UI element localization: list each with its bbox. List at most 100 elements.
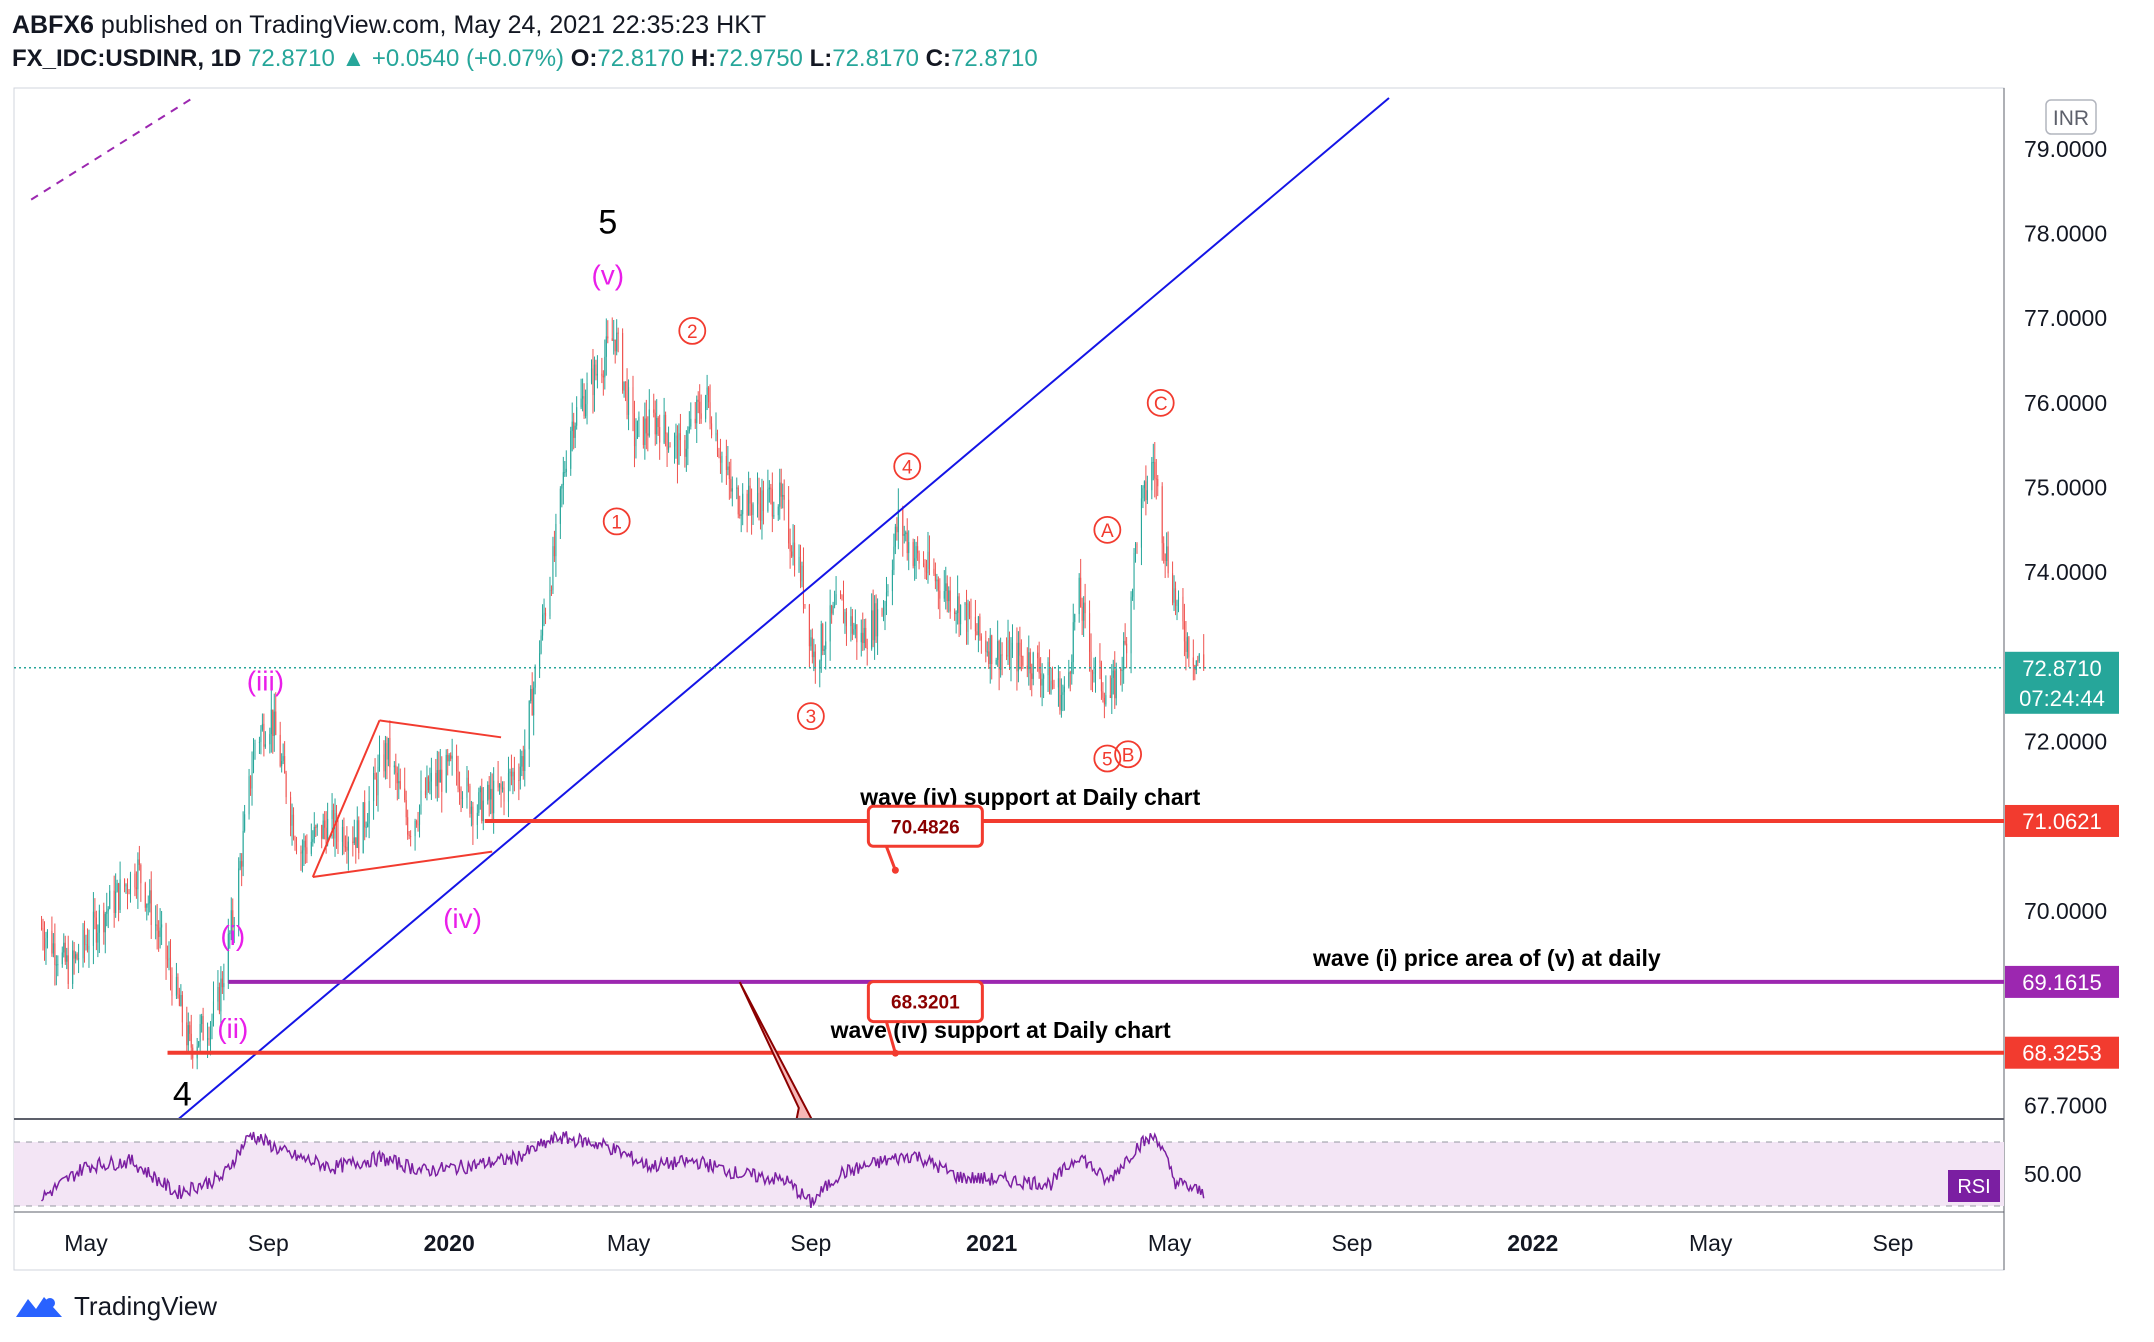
candle-body bbox=[304, 840, 306, 848]
time-tick-label: Sep bbox=[1331, 1230, 1372, 1256]
ohlc-line: FX_IDC:USDINR, 1D 72.8710 ▲ +0.0540 (+0.… bbox=[12, 42, 1038, 76]
wave-label-c: C bbox=[1154, 394, 1168, 415]
tradingview-logo-icon[interactable] bbox=[14, 1291, 64, 1321]
candle-body bbox=[865, 627, 867, 648]
candle-body bbox=[633, 413, 636, 447]
candle-body bbox=[322, 820, 324, 839]
candle-body bbox=[85, 944, 87, 946]
price-tick-label: 76.0000 bbox=[2024, 390, 2107, 416]
candle-body bbox=[811, 637, 813, 658]
candle-body bbox=[324, 820, 326, 828]
candle-body bbox=[740, 514, 742, 516]
symbol-label[interactable]: FX_IDC:USDINR, 1D bbox=[12, 45, 242, 72]
candle-body bbox=[705, 395, 707, 419]
candle-body bbox=[1100, 662, 1102, 692]
candle-body bbox=[40, 927, 43, 929]
candle-body bbox=[583, 396, 585, 416]
triangle-lower-line bbox=[312, 850, 493, 879]
candle-body bbox=[759, 503, 762, 521]
candle-body bbox=[1006, 654, 1008, 657]
candle-body bbox=[470, 806, 472, 814]
candle-body bbox=[378, 754, 381, 767]
candle-body bbox=[261, 723, 263, 730]
wave-minor-label: (iii) bbox=[247, 666, 284, 697]
candle-body bbox=[362, 802, 364, 854]
candle-body bbox=[586, 382, 588, 405]
time-tick-label: Sep bbox=[248, 1230, 289, 1256]
candle-body bbox=[727, 466, 729, 470]
candle-body bbox=[155, 924, 157, 926]
candle-body bbox=[1188, 637, 1190, 658]
candle-body bbox=[333, 810, 335, 839]
candle-body bbox=[95, 917, 97, 943]
candle-body bbox=[654, 412, 656, 435]
rsi-band bbox=[14, 1142, 2004, 1206]
candle-body bbox=[571, 421, 573, 431]
candle-body bbox=[45, 937, 47, 949]
author-name[interactable]: ABFX6 bbox=[12, 11, 94, 39]
candle-body bbox=[991, 635, 993, 664]
candle-body bbox=[294, 838, 296, 844]
candle-body bbox=[748, 485, 750, 516]
candle-body bbox=[1029, 652, 1031, 674]
candle-body bbox=[290, 797, 292, 826]
candle-body bbox=[711, 423, 713, 436]
candle-body bbox=[967, 603, 969, 632]
wave-circle-b bbox=[1114, 740, 1143, 769]
candle-body bbox=[622, 333, 624, 391]
candle-body bbox=[1008, 640, 1011, 669]
candle-body bbox=[601, 373, 603, 376]
candle-body bbox=[72, 950, 74, 984]
candle-body bbox=[534, 666, 536, 688]
candle-body bbox=[628, 387, 630, 415]
candle-body bbox=[561, 485, 563, 489]
price-callout-anchor bbox=[891, 1049, 899, 1057]
candle-body bbox=[303, 840, 305, 851]
candle-body bbox=[140, 864, 142, 884]
candle-body bbox=[439, 769, 441, 783]
candle-body bbox=[665, 414, 667, 434]
candle-body bbox=[316, 824, 318, 828]
candle-body bbox=[679, 433, 681, 441]
candle-body bbox=[851, 616, 853, 634]
candle-body bbox=[331, 810, 333, 819]
candle-body bbox=[115, 891, 117, 913]
candle-body bbox=[1031, 673, 1033, 679]
candle-body bbox=[825, 641, 827, 650]
candle-body bbox=[607, 336, 609, 339]
candle-body bbox=[83, 929, 86, 945]
candle-body bbox=[819, 660, 821, 669]
candle-body bbox=[410, 836, 412, 838]
candle-body bbox=[209, 1025, 212, 1040]
candle-body bbox=[989, 635, 991, 665]
candle-body bbox=[573, 421, 575, 438]
candle-body bbox=[635, 438, 637, 447]
candle-body bbox=[780, 482, 782, 497]
candle-body bbox=[198, 1041, 200, 1047]
candle-body bbox=[749, 485, 751, 504]
candle-body bbox=[438, 770, 440, 783]
candle-body bbox=[181, 995, 183, 1023]
footer-brand[interactable]: TradingView bbox=[74, 1290, 218, 1321]
high-label: H: bbox=[690, 45, 717, 72]
candle-body bbox=[270, 709, 272, 735]
candle-body bbox=[212, 1001, 215, 1019]
candle-body bbox=[92, 911, 94, 946]
candle-body bbox=[373, 773, 375, 802]
candle-body bbox=[310, 841, 312, 854]
candle-body bbox=[233, 925, 235, 927]
candle-body bbox=[1103, 697, 1105, 705]
candle-body bbox=[844, 612, 846, 624]
candle-body bbox=[1140, 498, 1142, 548]
candle-body bbox=[119, 879, 121, 910]
candle-body bbox=[272, 709, 274, 736]
candle-body bbox=[980, 636, 982, 641]
candle-body bbox=[315, 826, 317, 828]
candle-body bbox=[1157, 479, 1159, 487]
candle-body bbox=[678, 433, 680, 465]
candle-body bbox=[801, 565, 803, 582]
candle-body bbox=[251, 772, 253, 789]
candle-body bbox=[580, 398, 582, 408]
chart-header: ABFX6 published on TradingView.com, May … bbox=[12, 8, 1038, 76]
